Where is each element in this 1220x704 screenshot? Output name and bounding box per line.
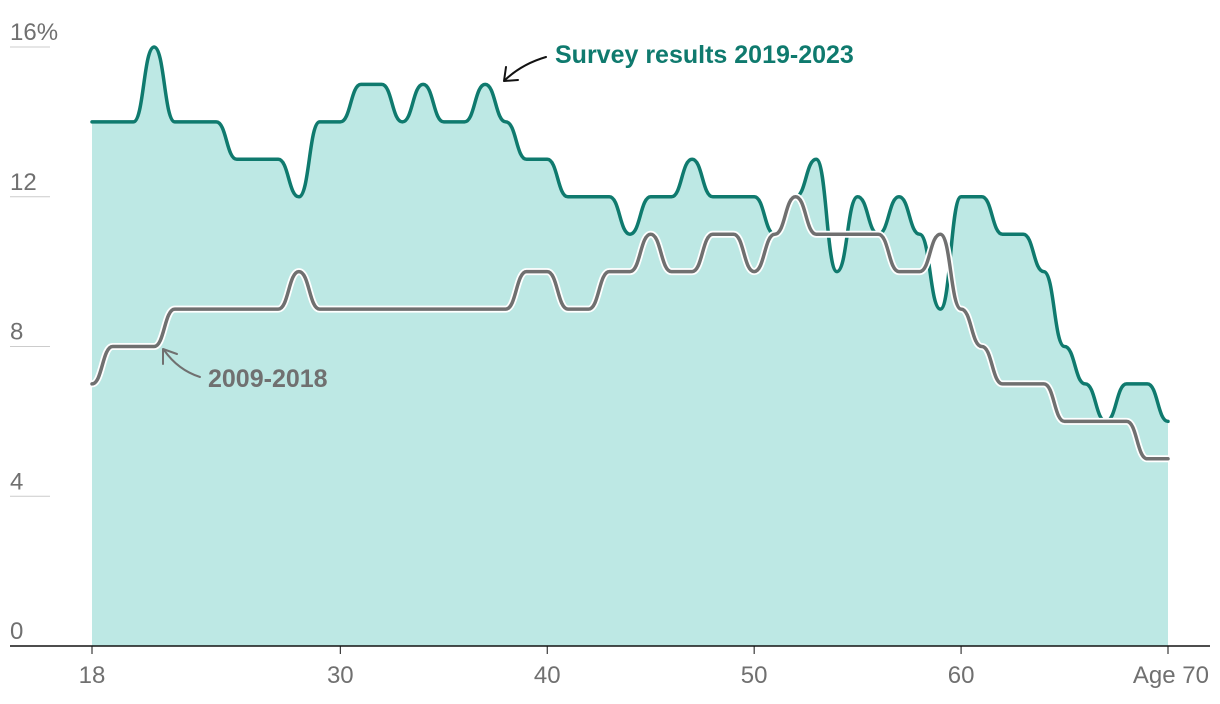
survey-area-fill (92, 47, 1168, 646)
baseline-series-annotation: 2009-2018 (162, 348, 328, 393)
survey-series-arrow (503, 56, 547, 82)
x-tick-label: Age 70 (1133, 662, 1209, 689)
x-tick-label: 40 (534, 662, 561, 689)
x-tick-label: 60 (948, 662, 975, 689)
survey-series-label: Survey results 2019-2023 (555, 41, 854, 69)
grid-layer (10, 46, 50, 497)
baseline-series-arrow (162, 348, 201, 378)
x-tick-label: 30 (327, 662, 354, 689)
y-tick-label: 4 (10, 468, 23, 495)
x-tick-label: 50 (741, 662, 768, 689)
line-layer (88, 45, 1172, 463)
baseline-series-line (90, 195, 1170, 461)
y-tick-label: 0 (10, 618, 23, 645)
area-layer (92, 47, 1168, 646)
y-tick-label: 8 (10, 319, 23, 346)
axis-layer: 0 4 8 12 16% 18 30 40 50 60 Age 70 (10, 19, 1210, 689)
survey-series-annotation: Survey results 2019-2023 (503, 41, 854, 82)
x-tick-label: 18 (79, 662, 106, 689)
survey-series-line (90, 45, 1170, 424)
y-tick-label: 12 (10, 169, 37, 196)
baseline-series-label: 2009-2018 (208, 365, 328, 393)
y-tick-label: 16% (10, 19, 58, 46)
